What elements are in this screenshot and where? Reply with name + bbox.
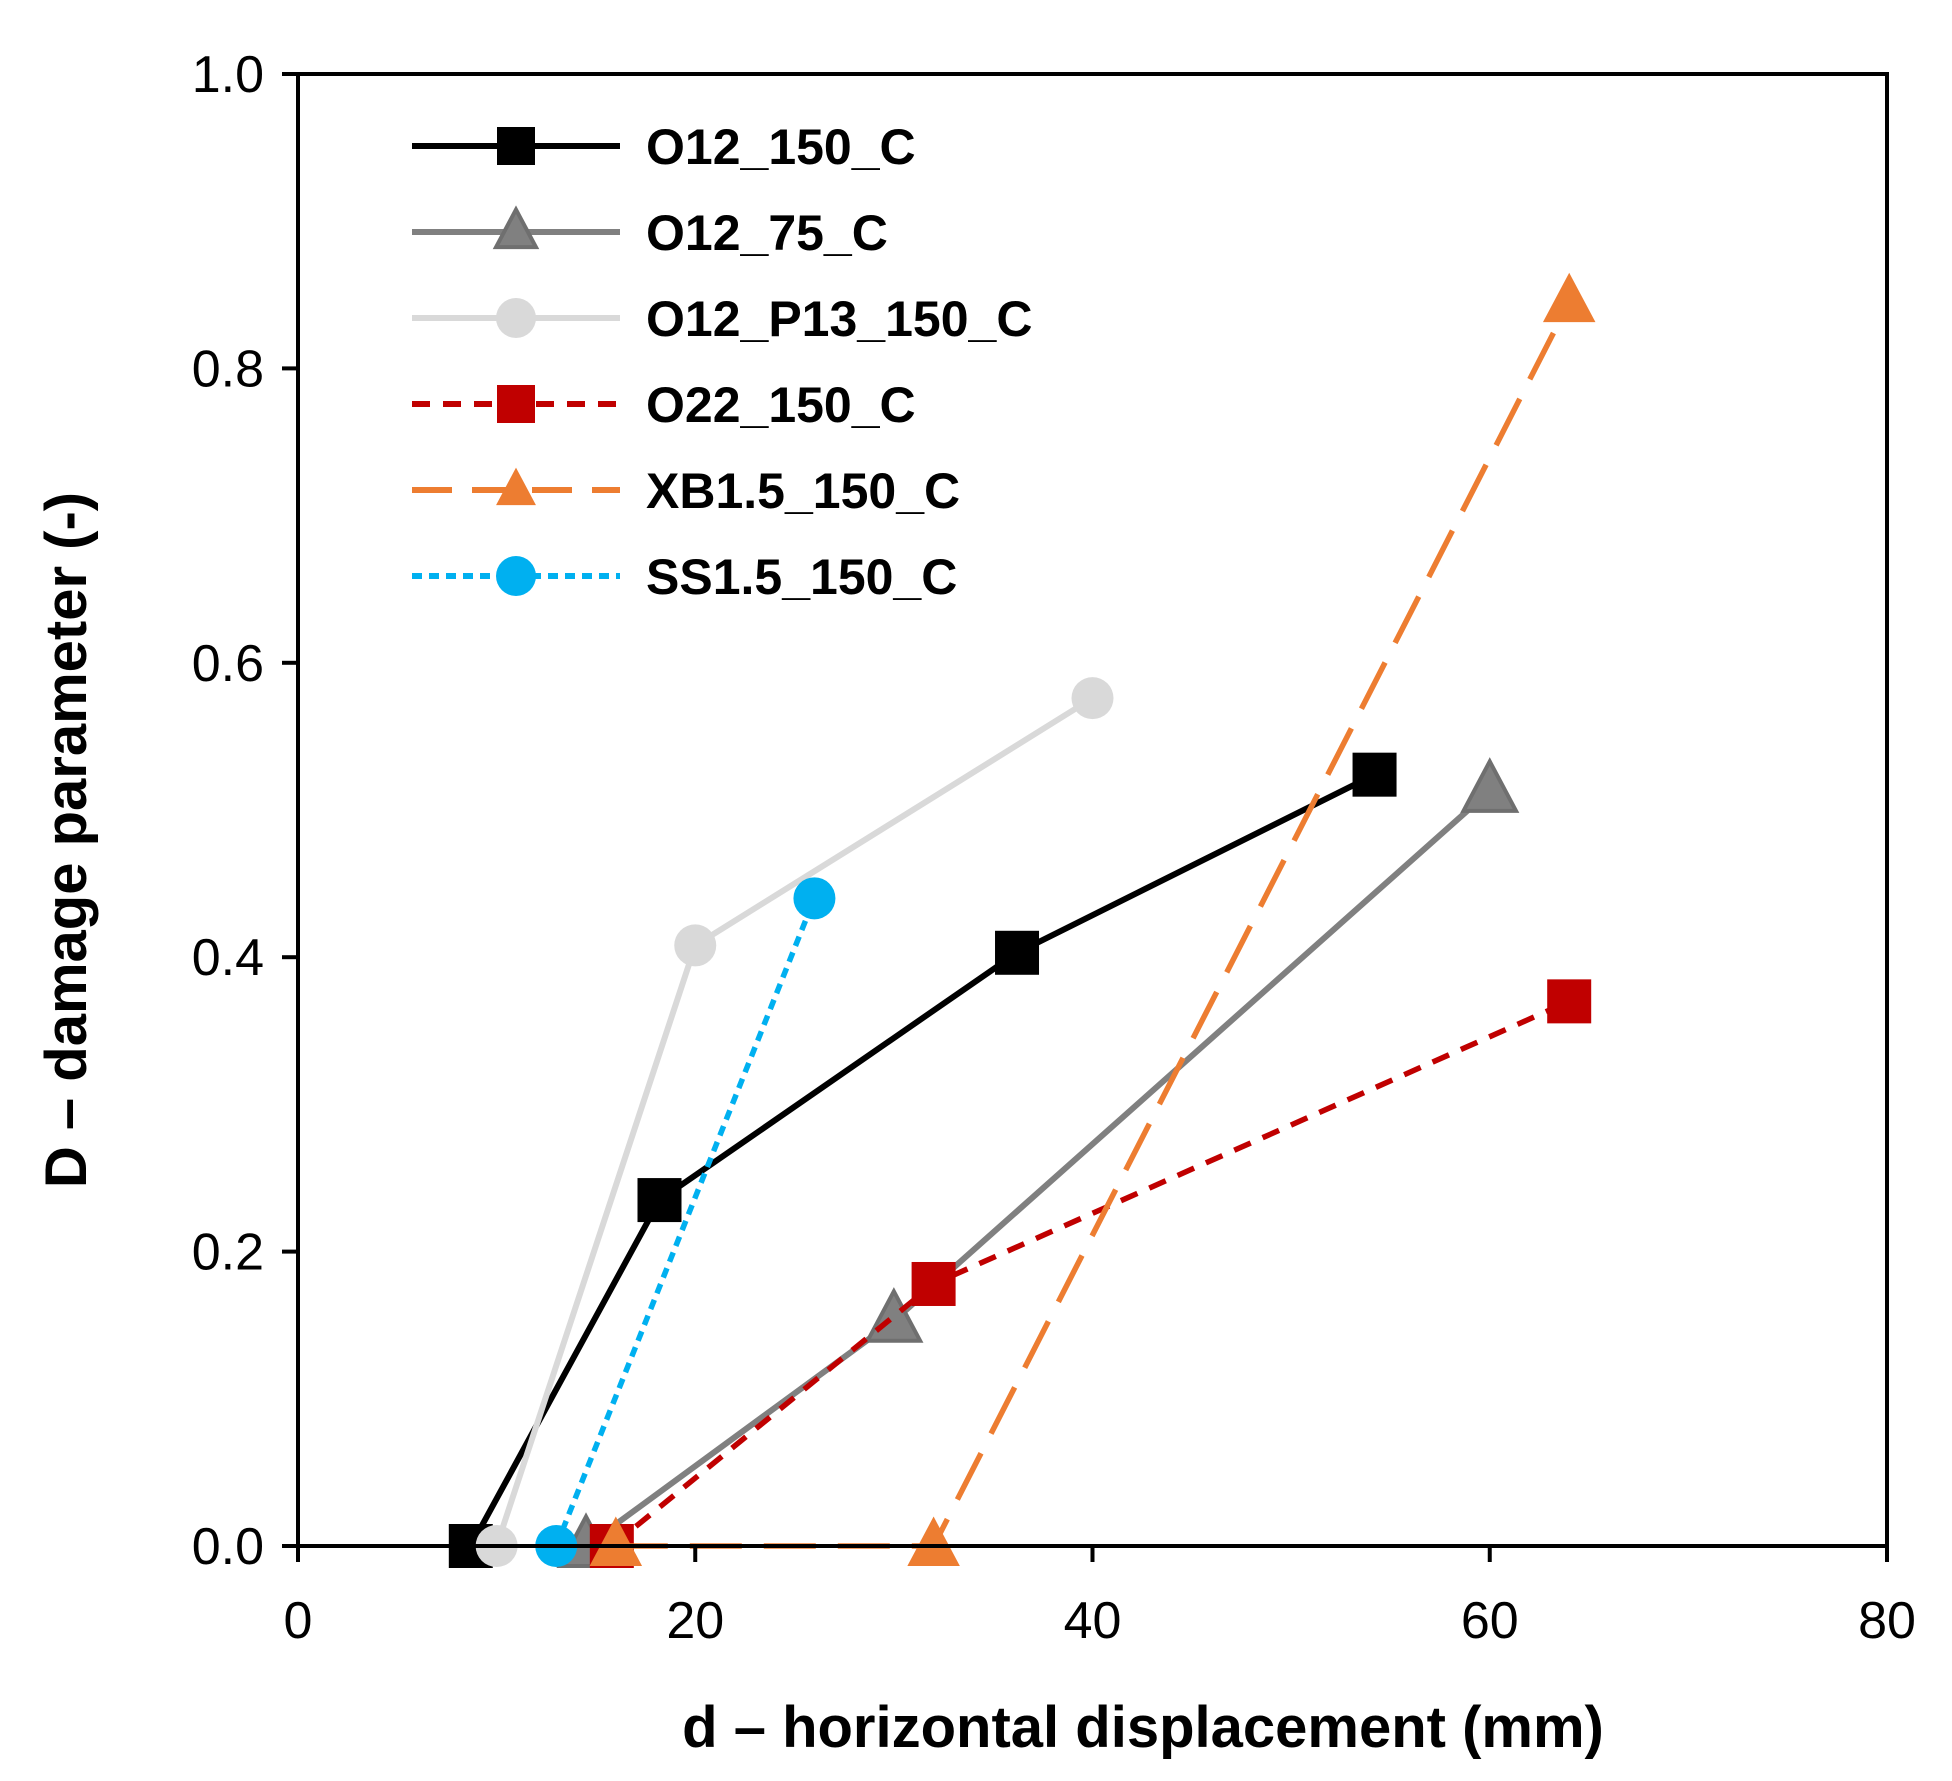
x-axis-label: d – horizontal displacement (mm) — [682, 1695, 1604, 1760]
series-line — [610, 998, 1571, 1549]
series-line — [493, 695, 1095, 1547]
legend-entry: O22_150_C — [412, 377, 916, 433]
data-point — [637, 1178, 682, 1223]
series-layer — [448, 272, 1596, 1568]
legend-marker — [496, 467, 536, 506]
legend-marker — [492, 205, 540, 250]
x-tick-label: 80 — [1858, 1592, 1916, 1650]
data-point — [907, 1516, 960, 1566]
axis-layer: 0 20 40 60 80 0.0 0.2 0.4 0.6 0.8 1.0 — [192, 46, 1916, 1650]
x-tick-label: 20 — [666, 1592, 724, 1650]
data-point — [1071, 677, 1114, 720]
legend-marker — [497, 385, 535, 423]
legend-entry: O12_150_C — [412, 119, 916, 175]
series-O22_150_C — [589, 979, 1592, 1568]
data-point — [674, 924, 717, 967]
legend-label: O12_P13_150_C — [646, 291, 1032, 347]
series-line — [468, 771, 1376, 1548]
data-point — [1352, 752, 1397, 797]
legend-entry: SS1.5_150_C — [412, 549, 957, 605]
series-O12_75_C — [556, 757, 1520, 1568]
y-tick-label: 0.0 — [192, 1518, 264, 1576]
y-tick-label: 0.6 — [192, 635, 264, 693]
legend-label: O12_75_C — [646, 205, 888, 261]
legend-label: XB1.5_150_C — [646, 463, 960, 519]
y-tick-label: 1.0 — [192, 46, 264, 104]
legend-entry: O12_P13_150_C — [412, 291, 1032, 347]
legend-entry: XB1.5_150_C — [412, 463, 960, 519]
legend-label: O12_150_C — [646, 119, 916, 175]
data-point — [1547, 979, 1592, 1024]
series-O12_P13_150_C — [475, 677, 1114, 1567]
legend-label: SS1.5_150_C — [646, 549, 957, 605]
legend-label: O22_150_C — [646, 377, 916, 433]
y-tick-label: 0.8 — [192, 340, 264, 398]
series-line — [584, 788, 1492, 1549]
y-tick-label: 0.4 — [192, 929, 264, 987]
x-tick-label: 0 — [284, 1592, 313, 1650]
x-tick-label: 60 — [1461, 1592, 1519, 1650]
y-tick-label: 0.2 — [192, 1224, 264, 1282]
legend-marker — [496, 556, 536, 596]
data-point — [589, 1516, 643, 1566]
legend-marker — [497, 127, 535, 165]
data-point — [911, 1261, 956, 1306]
data-point — [793, 877, 836, 920]
series-line — [553, 897, 817, 1548]
data-point — [995, 930, 1040, 975]
legend: O12_150_C O12_75_C O12_P13_150_C O22_150_C X… — [412, 119, 1032, 605]
data-point — [1542, 272, 1596, 323]
series-O12_150_C — [448, 752, 1397, 1568]
legend-marker — [496, 298, 536, 338]
legend-entry: O12_75_C — [412, 205, 888, 261]
data-point — [1460, 757, 1520, 813]
x-tick-label: 40 — [1064, 1592, 1122, 1650]
plot-frame — [296, 72, 1889, 1548]
y-axis-label: D – damage parameter (-) — [34, 492, 99, 1188]
